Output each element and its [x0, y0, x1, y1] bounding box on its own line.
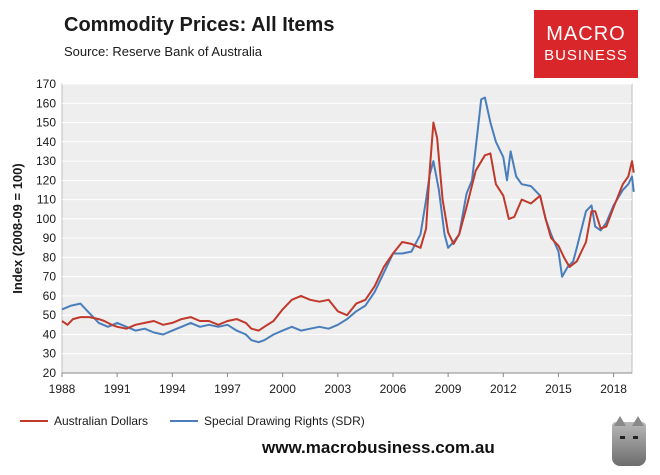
- y-axis-label: Index (2008-09 = 100): [10, 163, 25, 293]
- website-url: www.macrobusiness.com.au: [262, 438, 495, 457]
- chart-title: Commodity Prices: All Items: [64, 14, 335, 36]
- x-tick-label: 1988: [49, 382, 76, 396]
- y-tick-label: 150: [36, 116, 56, 130]
- legend-label-sdr: Special Drawing Rights (SDR): [204, 414, 365, 428]
- chart-source: Source: Reserve Bank of Australia: [64, 44, 262, 59]
- logo-line1: MACRO: [546, 23, 626, 45]
- logo-line2: BUSINESS: [544, 47, 628, 64]
- wolf-mascot-icon: [612, 416, 646, 466]
- x-tick-label: 2009: [435, 382, 462, 396]
- legend-label-aud: Australian Dollars: [54, 414, 149, 428]
- y-tick-label: 140: [36, 135, 56, 149]
- y-tick-label: 170: [36, 77, 56, 91]
- y-tick-label: 100: [36, 212, 56, 226]
- line-chart: 20 30 40 50 60 70 80 90 100 110 120 130 140 150 160 170…: [10, 77, 635, 396]
- y-tick-label: 130: [36, 154, 56, 168]
- y-tick-label: 70: [43, 270, 57, 284]
- series-line-sdr: [61, 96, 635, 344]
- y-tick-label: 110: [37, 193, 56, 207]
- y-tick-label: 20: [43, 366, 57, 380]
- x-tick-label: 2015: [545, 382, 572, 396]
- x-tick-label: 2012: [490, 382, 517, 396]
- x-tick-label: 2003: [324, 382, 351, 396]
- y-tick-label: 40: [43, 327, 57, 341]
- x-tick-label: 1994: [159, 382, 186, 396]
- y-tick-label: 90: [43, 231, 57, 245]
- series-line-aud: [61, 121, 635, 332]
- x-tick-label: 1991: [104, 382, 131, 396]
- x-tick-label: 2018: [600, 382, 627, 396]
- y-tick-label: 30: [43, 347, 57, 361]
- plot-area: [61, 83, 633, 374]
- legend: Australian Dollars Special Drawing Right…: [20, 414, 387, 428]
- legend-item-sdr: Special Drawing Rights (SDR): [170, 414, 365, 428]
- y-tick-label: 80: [43, 250, 57, 264]
- series-lines: [61, 96, 635, 344]
- y-axis: 20 30 40 50 60 70 80 90 100 110 120 130 140 150 160 170: [36, 77, 56, 380]
- x-tick-label: 2000: [269, 382, 296, 396]
- y-tick-label: 120: [36, 173, 56, 187]
- legend-swatch-aud: [20, 420, 48, 422]
- legend-swatch-sdr: [170, 420, 199, 422]
- x-axis: 1988 1991 1994 1997 2000 2003 2006 2009 2012 2015…: [49, 372, 632, 396]
- y-tick-label: 50: [43, 308, 57, 322]
- x-tick-label: 1997: [214, 382, 241, 396]
- legend-item-aud: Australian Dollars: [20, 414, 148, 428]
- y-tick-label: 160: [36, 96, 56, 110]
- y-tick-label: 60: [43, 289, 57, 303]
- x-tick-label: 2006: [380, 382, 407, 396]
- macrobusiness-logo: MACRO BUSINESS: [534, 10, 638, 78]
